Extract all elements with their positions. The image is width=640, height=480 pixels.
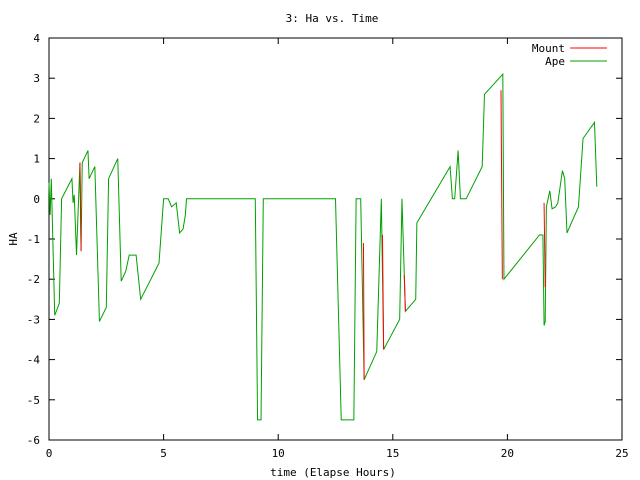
y-tick-label: -5: [27, 394, 40, 407]
y-tick-label: -1: [27, 233, 40, 246]
series-line-mount: [403, 275, 406, 312]
x-tick-label: 10: [272, 447, 285, 460]
y-tick-label: 3: [33, 72, 40, 85]
series-line-mount: [381, 234, 385, 350]
y-tick-label: 4: [33, 32, 40, 45]
series-line-mount: [362, 243, 365, 380]
y-tick-label: 2: [33, 112, 40, 125]
legend: Mount Ape: [532, 42, 607, 68]
y-axis-label: HA: [7, 232, 20, 246]
y-tick-label: -6: [27, 434, 40, 447]
legend-label-mount: Mount: [532, 42, 565, 55]
x-tick-label: 0: [46, 447, 53, 460]
series-line-mount: [543, 202, 546, 288]
series-line-ape: [48, 72, 598, 421]
y-tick-label: -3: [27, 313, 40, 326]
legend-label-ape: Ape: [545, 55, 565, 68]
y-tick-label: 0: [33, 193, 40, 206]
x-axis-label: time (Elapse Hours): [270, 466, 396, 479]
axis-ticks: 0 5 10 15 20 25 -6 -5 -4 -3 -2 -1 0 1 2 3 4: [27, 32, 629, 460]
series-line-mount: [79, 162, 82, 252]
x-tick-label: 25: [615, 447, 628, 460]
y-tick-label: -4: [27, 354, 41, 367]
series-lines: [48, 72, 598, 421]
y-tick-label: 1: [33, 153, 40, 166]
y-tick-label: -2: [27, 273, 40, 286]
x-tick-label: 15: [386, 447, 399, 460]
x-tick-label: 5: [160, 447, 167, 460]
x-tick-label: 20: [501, 447, 514, 460]
series-line-mount: [500, 90, 503, 280]
chart-title: 3: Ha vs. Time: [286, 12, 379, 25]
